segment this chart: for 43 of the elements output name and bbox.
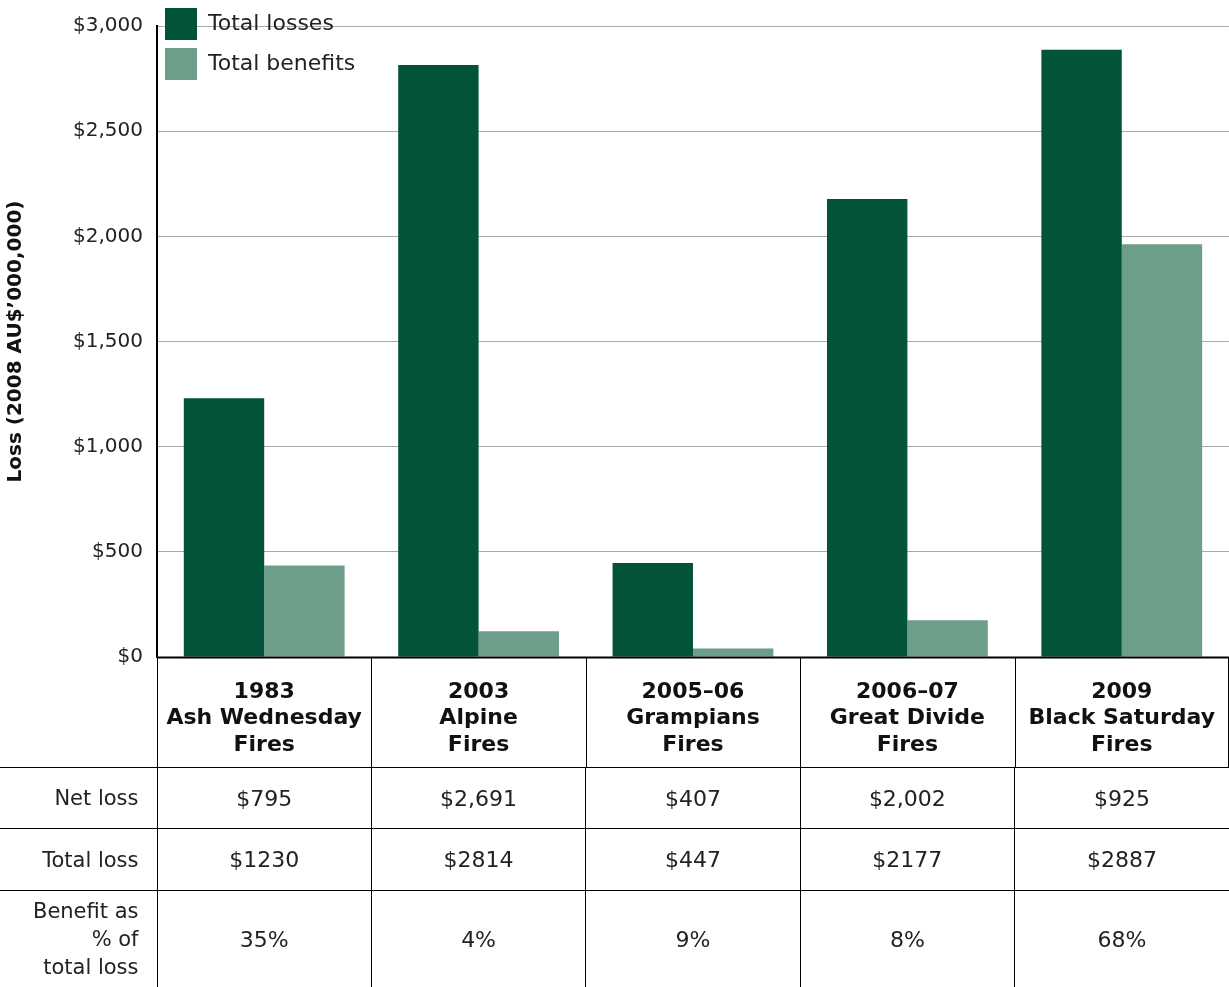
bar [826,199,908,657]
text: $795 [157,767,372,829]
text: $2,691 [371,767,586,829]
text: $2177 [800,828,1015,891]
text: $2887 [1014,828,1229,891]
y-tick-label: $1,500 [73,327,143,352]
x-tick-label: 2006–07 Great Divide Fires [829,677,985,756]
bar [612,562,693,657]
x-tick-label: 2005–06 Grampians Fires [626,677,760,756]
y-tick-label: $2,500 [73,117,143,142]
y-tick-label: $1,000 [73,432,143,457]
y-tick-label: $3,000 [73,12,143,37]
text: Benefit as % of total loss [32,898,139,982]
bar [478,631,559,657]
text: 35% [157,890,372,987]
y-tick-label: $0 [117,643,143,668]
text: $2,002 [800,767,1015,829]
y-axis-title: Loss (2008 AU$’000,000) [2,200,27,483]
text: $407 [585,767,801,829]
text: $447 [585,828,801,891]
bar [183,398,265,657]
text: $2814 [371,828,586,891]
bar [398,65,479,657]
x-tick-label: 2009 Black Saturday Fires [1028,677,1215,756]
text: 9% [585,890,801,987]
bar [1121,244,1203,657]
text: Net loss [53,785,139,812]
y-tick-label: $2,000 [73,222,143,247]
text: 68% [1014,890,1229,987]
text: 4% [371,890,586,987]
text: 8% [800,890,1015,987]
x-tick-label: 2003 Alpine Fires [439,677,518,756]
text: $1230 [157,828,372,891]
bar [692,648,774,657]
text: Total loss [41,846,139,874]
legend-label: Total losses [207,9,334,35]
legend-label: Total benefits [207,49,356,75]
bar [907,620,988,657]
text: $925 [1014,767,1229,829]
bar [264,565,345,657]
x-tick-label: 1983 Ash Wednesday Fires [166,677,362,756]
bar [1041,49,1122,657]
y-tick-label: $500 [92,538,143,563]
